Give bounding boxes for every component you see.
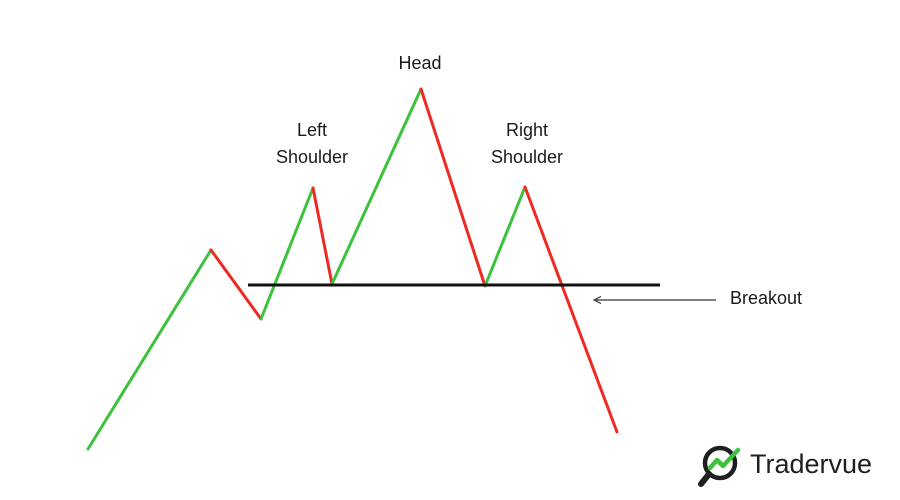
tradervue-logo-icon (698, 445, 741, 487)
up-leg-1 (86, 248, 213, 451)
breakout-arrow-icon (592, 295, 716, 305)
down-leg-breakout (523, 185, 619, 434)
up-leg-right-shoulder (483, 185, 527, 288)
right-shoulder-label-line2: Shoulder (491, 147, 563, 167)
price-path (86, 87, 619, 451)
brand-name: Tradervue (750, 449, 872, 479)
up-leg-left-shoulder (259, 186, 315, 321)
left-shoulder-label-line1: Left (297, 120, 327, 140)
down-leg-left-shoulder (311, 186, 334, 286)
down-leg-head (419, 87, 487, 288)
left-shoulder-label-line2: Shoulder (276, 147, 348, 167)
right-shoulder-label-line1: Right (506, 120, 548, 140)
down-leg-1 (209, 248, 263, 321)
head-label: Head (398, 53, 441, 73)
up-leg-head (330, 87, 423, 286)
breakout-label: Breakout (730, 288, 802, 308)
